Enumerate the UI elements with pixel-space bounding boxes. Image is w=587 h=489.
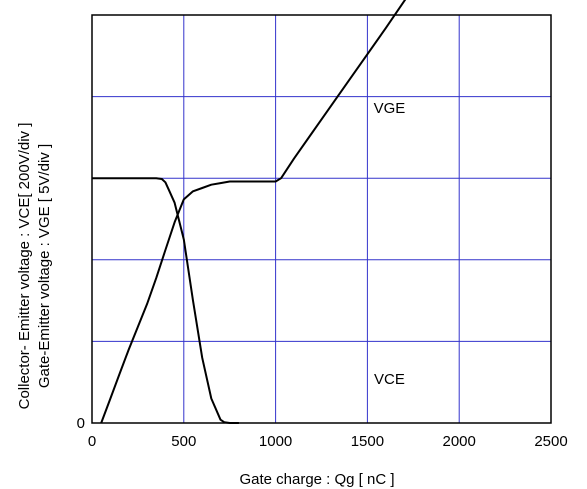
y-tick-label: 0 <box>77 415 85 432</box>
y-axis-title-line-2: Gate-Emitter voltage : VGE [ 5V/div ] <box>36 144 53 388</box>
plot-frame <box>91 14 552 424</box>
series-label-vge: VGE <box>374 100 406 117</box>
x-axis-title: Gate charge : Qg [ nC ] <box>239 471 394 488</box>
grid-lines <box>92 15 551 423</box>
x-tick-label: 2000 <box>443 433 476 450</box>
x-tick-label: 0 <box>88 433 96 450</box>
x-tick-label: 500 <box>171 433 196 450</box>
y-axis-title-line-1: Collector- Emitter voltage : VCE[ 200V/d… <box>16 123 33 410</box>
x-tick-labels: 0 500 1000 1500 2000 2500 <box>88 433 568 450</box>
curve-vce <box>92 177 239 424</box>
y-tick-labels: 0 <box>77 415 85 432</box>
x-tick-label: 1000 <box>259 433 292 450</box>
series-label-vce: VCE <box>374 371 405 388</box>
series-labels: VGE VCE <box>374 100 406 388</box>
x-tick-label: 2500 <box>534 433 567 450</box>
x-tick-label: 1500 <box>351 433 384 450</box>
curves <box>92 0 407 424</box>
curve-vge <box>100 0 407 424</box>
